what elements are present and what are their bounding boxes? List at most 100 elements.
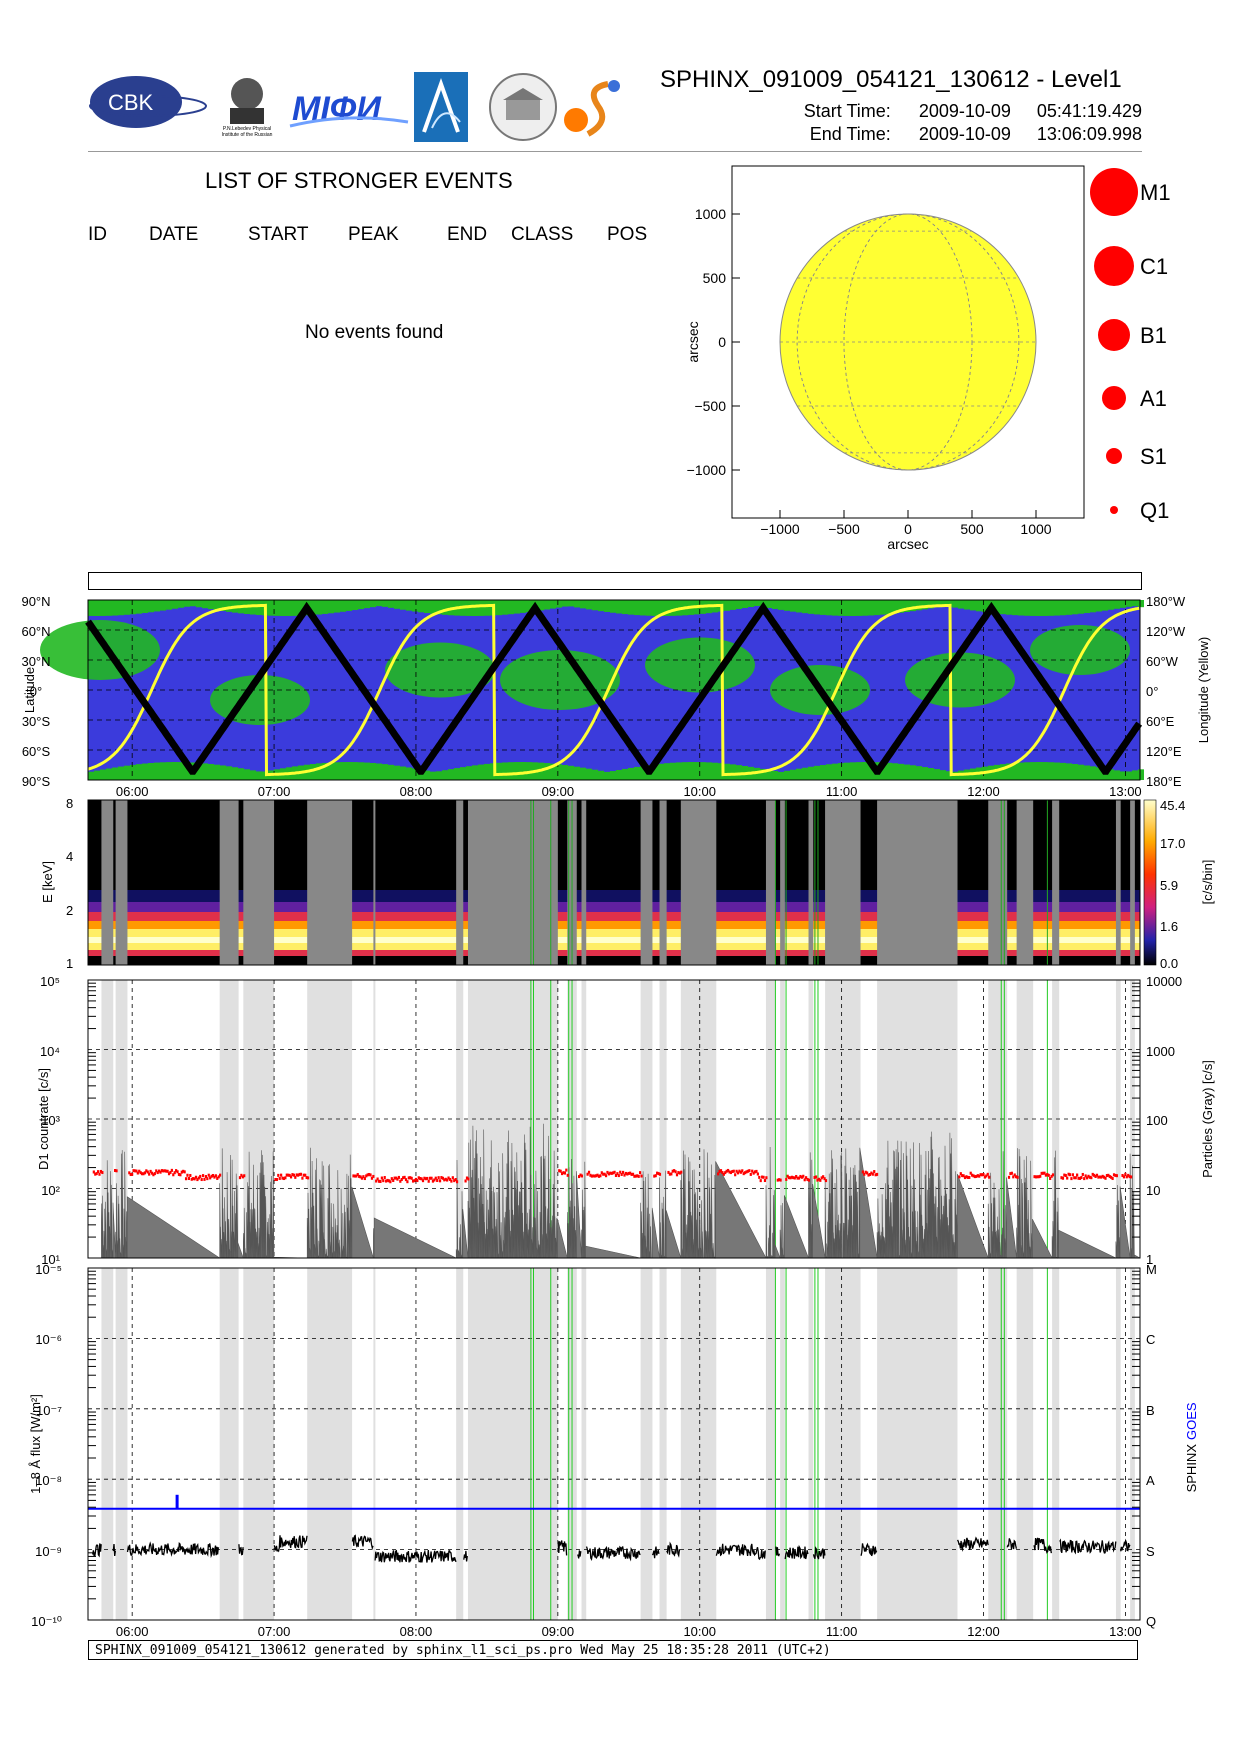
d1-point <box>417 1176 420 1180</box>
flux-ltick-2: 10⁻⁷ <box>36 1403 62 1418</box>
d1-point <box>394 1176 398 1180</box>
d1-point <box>464 1179 467 1183</box>
d1-point <box>281 1176 284 1180</box>
no-events-message: No events found <box>305 322 444 343</box>
orbit-polar-region <box>886 762 892 780</box>
orbit-polar-region <box>604 771 610 780</box>
orbit-polar-region <box>568 765 574 780</box>
orbit-polar-region <box>874 600 880 616</box>
orbit-rtick-1: 120°W <box>1146 624 1186 639</box>
start-time-row: Start Time: 2009-10-09 05:41:19.429 <box>804 100 1142 123</box>
d1-point <box>192 1177 195 1181</box>
d1-point <box>619 1170 622 1174</box>
orbit-polar-region <box>334 762 340 780</box>
d1-point <box>284 1176 287 1180</box>
d1-point <box>986 1172 989 1176</box>
d1-point <box>792 1176 795 1180</box>
countrate-gray-interval <box>1115 980 1121 1258</box>
countrate-gray-interval <box>659 980 667 1258</box>
orbit-polar-region <box>124 765 130 780</box>
time-label-flux: 07:00 <box>258 1624 291 1639</box>
orbit-polar-region <box>490 763 496 780</box>
d1-point <box>1070 1177 1073 1181</box>
orbit-polar-region <box>364 762 370 780</box>
time-label-orbit: 06:00 <box>116 784 149 799</box>
d1-point <box>558 1169 561 1173</box>
orbit-polar-region <box>616 600 622 614</box>
d1-point <box>1085 1176 1089 1180</box>
orbit-polar-region <box>592 769 598 780</box>
d1-point <box>393 1176 396 1180</box>
orbit-polar-region <box>1090 600 1096 613</box>
particle-counts <box>88 1123 1141 1260</box>
d1-point <box>355 1174 358 1178</box>
orbit-polar-region <box>802 767 808 780</box>
d1-point <box>92 1170 95 1174</box>
d1-point <box>173 1171 176 1175</box>
d1-point <box>390 1177 393 1181</box>
orbit-polar-region <box>1060 762 1066 780</box>
d1-point <box>131 1172 134 1176</box>
d1-point <box>609 1171 612 1175</box>
countrate-gray-interval <box>780 980 785 1258</box>
count-ltick-4: 10¹ <box>41 1252 60 1267</box>
d1-point <box>1007 1175 1011 1179</box>
time-range: Start Time: 2009-10-09 05:41:19.429 End Ti… <box>804 100 1142 146</box>
orbit-polar-region <box>310 600 316 615</box>
orbit-polar-region <box>778 600 784 610</box>
orbit-polar-region <box>598 770 604 780</box>
orbit-polar-region <box>1132 770 1138 780</box>
orbit-polar-region <box>694 762 700 780</box>
d1-point <box>621 1170 625 1174</box>
orbit-polar-region <box>478 764 484 780</box>
orbit-polar-region <box>268 600 274 616</box>
d1-point <box>805 1176 808 1180</box>
orbit-polar-region <box>892 600 898 614</box>
orbit-polar-region <box>826 764 832 780</box>
d1-point <box>162 1169 165 1173</box>
legend-dot-b1 <box>1098 319 1130 351</box>
d1-point <box>968 1175 971 1179</box>
orbit-polar-region <box>556 764 562 780</box>
d1-point <box>597 1174 601 1178</box>
orbit-ltick-0: 90°N <box>21 594 50 609</box>
orbit-polar-region <box>472 765 478 780</box>
spectrogram-gap <box>456 800 464 965</box>
d1-point <box>604 1174 608 1178</box>
d1-point <box>396 1177 399 1181</box>
spec-ytick-1: 4 <box>66 849 73 864</box>
d1-point <box>789 1176 792 1180</box>
d1-point <box>156 1171 159 1175</box>
d1-point <box>1036 1175 1039 1179</box>
d1-point <box>240 1173 243 1177</box>
spectrogram-gap <box>1052 800 1060 965</box>
orbit-polar-region <box>124 600 130 615</box>
d1-point <box>820 1176 823 1180</box>
spectrogram-band <box>88 929 1140 937</box>
d1-point <box>302 1173 305 1177</box>
d1-point <box>1073 1176 1076 1180</box>
orbit-polar-region <box>214 764 220 780</box>
d1-point <box>166 1169 169 1173</box>
orbit-polar-region <box>1066 600 1072 615</box>
orbit-polar-region <box>310 764 316 780</box>
d1-point <box>579 1173 582 1177</box>
orbit-polar-region <box>1042 762 1048 780</box>
d1-point <box>382 1179 385 1183</box>
d1-point <box>193 1177 196 1181</box>
flux-panel: 10⁻⁵ 10⁻⁶ 10⁻⁷ 10⁻⁸ 10⁻⁹ 10⁻¹⁰ M C B A S… <box>28 1262 1199 1629</box>
orbit-polar-region <box>208 763 214 780</box>
orbit-polar-region <box>562 764 568 780</box>
d1-point <box>414 1177 418 1181</box>
header-divider <box>88 151 1142 152</box>
sun-ytick-1: 500 <box>703 270 727 286</box>
d1-point <box>278 1176 281 1180</box>
spectrogram-gap <box>243 800 275 965</box>
d1-point <box>653 1174 656 1178</box>
orbit-polar-region <box>808 600 814 614</box>
d1-point <box>1122 1175 1126 1179</box>
d1-point <box>1088 1175 1092 1179</box>
d1-point <box>436 1178 439 1182</box>
orbit-polar-region <box>328 762 334 780</box>
spectrogram-gap <box>581 800 587 965</box>
